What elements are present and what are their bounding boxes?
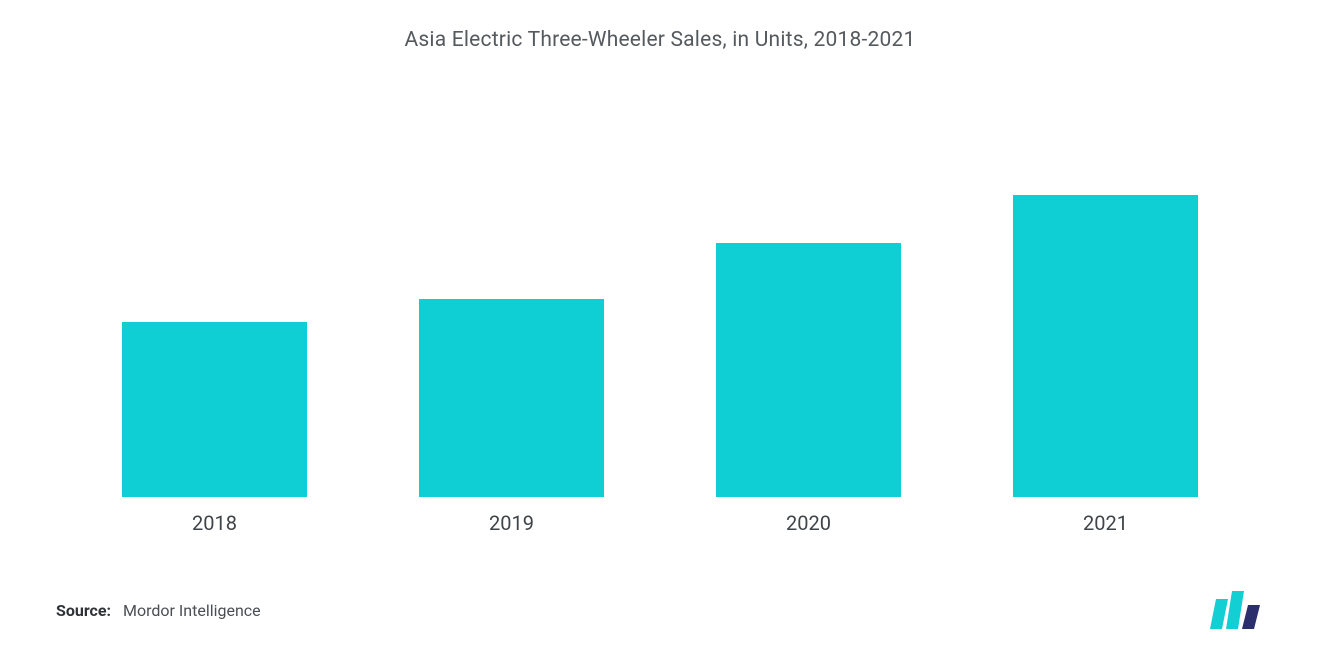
chart-container: Asia Electric Three-Wheeler Sales, in Un… <box>0 0 1320 665</box>
chart-title: Asia Electric Three-Wheeler Sales, in Un… <box>56 28 1264 52</box>
logo-bar-2 <box>1226 591 1244 629</box>
bar-slot <box>66 100 363 497</box>
bar-slot <box>363 100 660 497</box>
chart-footer: Source: Mordor Intelligence <box>56 587 1264 629</box>
bar-2019 <box>419 299 603 498</box>
source-label: Source: <box>56 601 111 620</box>
logo-bar-3 <box>1242 605 1260 629</box>
bar-2021 <box>1013 195 1197 497</box>
bar-slot <box>957 100 1254 497</box>
x-label: 2021 <box>957 511 1254 535</box>
x-label: 2019 <box>363 511 660 535</box>
bar-slot <box>660 100 957 497</box>
logo-bar-1 <box>1210 599 1228 629</box>
source-text: Mordor Intelligence <box>123 601 261 620</box>
x-label: 2018 <box>66 511 363 535</box>
mordor-logo-icon <box>1206 591 1264 629</box>
source-line: Source: Mordor Intelligence <box>56 601 261 620</box>
bar-2020 <box>716 243 900 497</box>
plot-area <box>56 100 1264 497</box>
bar-2018 <box>122 322 306 497</box>
x-axis-labels: 2018 2019 2020 2021 <box>56 497 1264 535</box>
x-label: 2020 <box>660 511 957 535</box>
